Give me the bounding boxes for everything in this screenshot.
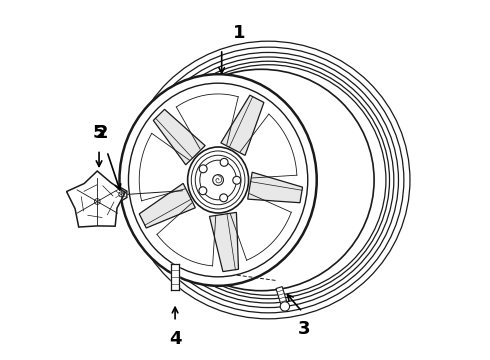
Text: 1: 1 [232, 24, 245, 42]
Polygon shape [276, 287, 288, 307]
Ellipse shape [220, 158, 228, 166]
Ellipse shape [233, 176, 241, 184]
Ellipse shape [213, 175, 223, 185]
Polygon shape [153, 109, 205, 165]
Polygon shape [248, 172, 302, 203]
Ellipse shape [120, 74, 317, 286]
Ellipse shape [128, 83, 308, 277]
Ellipse shape [220, 194, 227, 202]
Circle shape [280, 302, 290, 311]
Text: 2: 2 [96, 124, 108, 142]
Polygon shape [116, 188, 127, 201]
Text: 3: 3 [298, 320, 311, 338]
Text: 5: 5 [93, 124, 105, 142]
Ellipse shape [199, 165, 207, 173]
Polygon shape [209, 212, 239, 271]
Polygon shape [221, 95, 264, 156]
Ellipse shape [188, 147, 248, 213]
Polygon shape [67, 171, 125, 227]
Polygon shape [139, 183, 196, 228]
Text: 4: 4 [169, 330, 181, 348]
Ellipse shape [199, 187, 207, 195]
